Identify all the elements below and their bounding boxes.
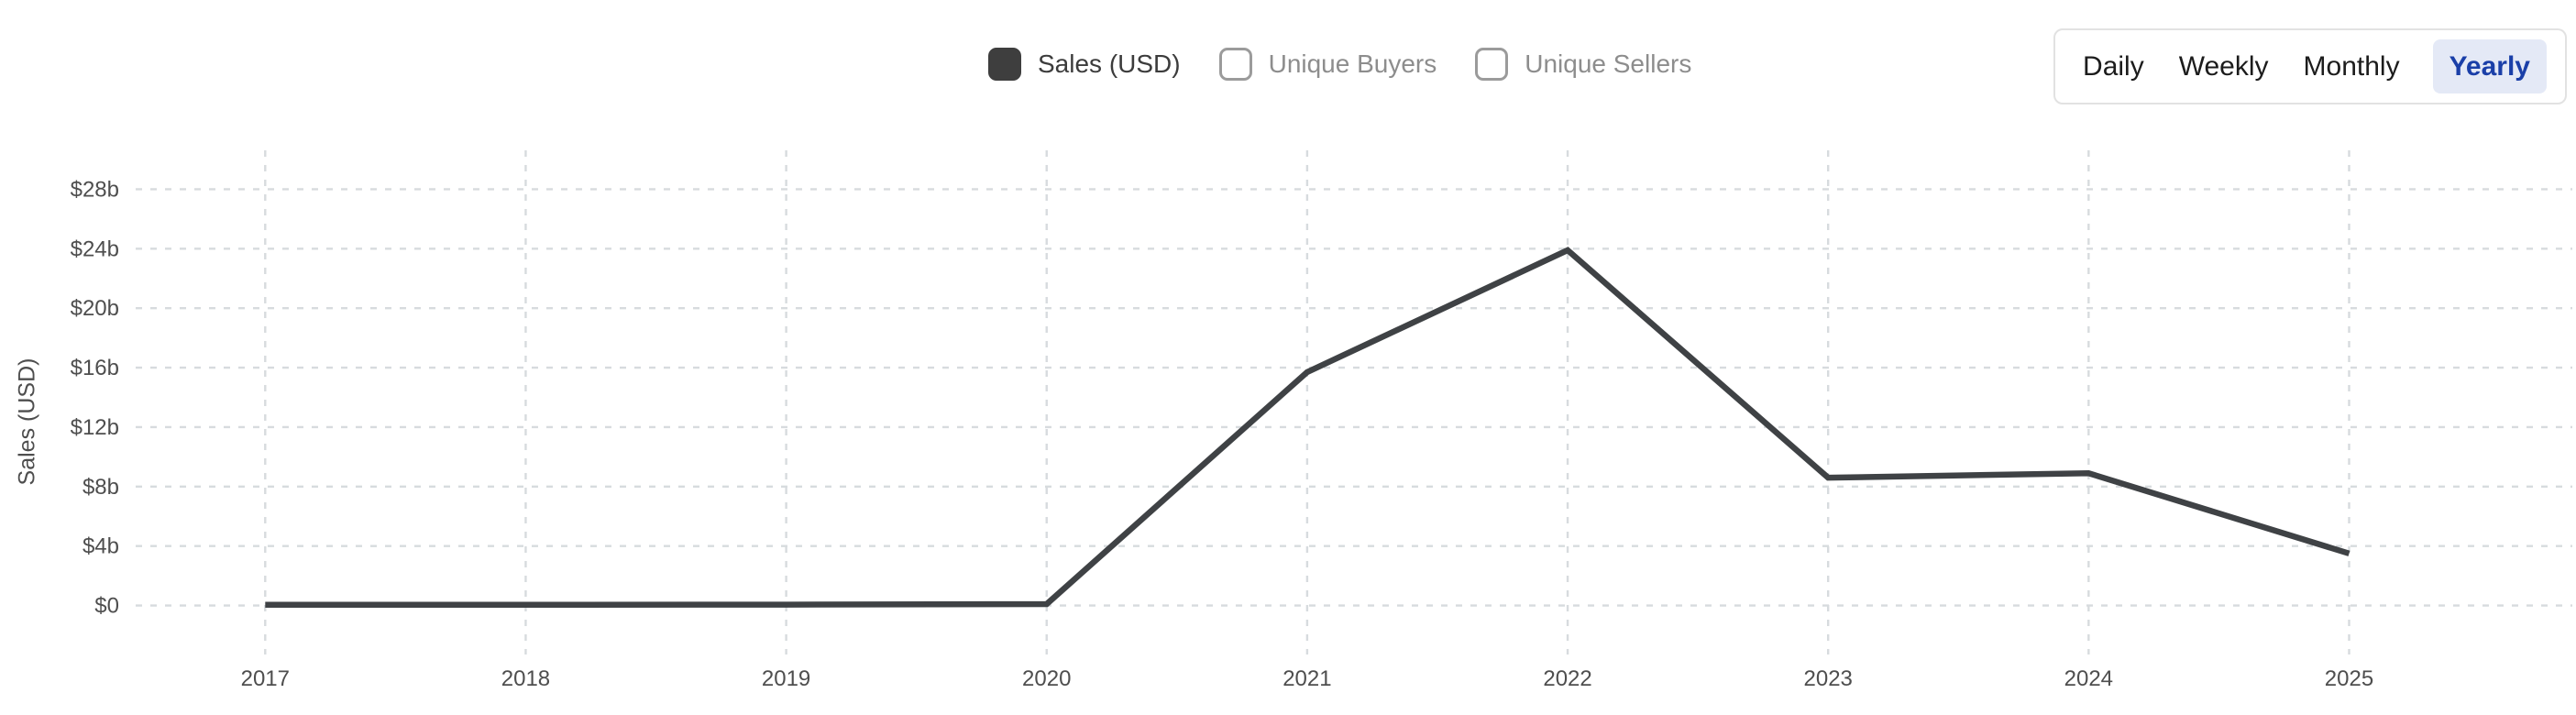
legend-item-sales-usd[interactable]: Sales (USD) bbox=[988, 48, 1181, 81]
tab-weekly[interactable]: Weekly bbox=[2178, 51, 2269, 82]
y-tick-label: $4b bbox=[83, 534, 119, 559]
y-tick-label: $24b bbox=[71, 236, 119, 261]
sales-series-line[interactable] bbox=[265, 247, 2350, 609]
tab-monthly[interactable]: Monthly bbox=[2303, 51, 2400, 82]
x-tick-label: 2025 bbox=[2325, 666, 2373, 691]
gridlines bbox=[136, 150, 2572, 654]
y-tick-label: $8b bbox=[83, 475, 119, 500]
tab-daily[interactable]: Daily bbox=[2083, 51, 2144, 82]
x-tick-label: 2019 bbox=[762, 666, 810, 691]
tab-yearly[interactable]: Yearly bbox=[2432, 39, 2547, 94]
checkbox-unchecked-icon[interactable] bbox=[1475, 48, 1509, 81]
legend-label: Unique Buyers bbox=[1268, 50, 1437, 78]
x-tick-label: 2023 bbox=[1804, 666, 1853, 691]
checkbox-unchecked-icon[interactable] bbox=[1218, 48, 1252, 81]
axis-tick-labels: $28b $24b $20b $16b $12b $8b $4b $0 2017 2018 2019… bbox=[71, 177, 2374, 691]
y-tick-label: $28b bbox=[71, 177, 119, 202]
legend-item-unique-buyers[interactable]: Unique Buyers bbox=[1218, 48, 1437, 81]
checkbox-checked-icon[interactable] bbox=[988, 48, 1021, 81]
x-tick-label: 2018 bbox=[501, 666, 550, 691]
y-tick-label: $0 bbox=[94, 594, 119, 619]
x-tick-label: 2020 bbox=[1022, 666, 1071, 691]
legend-item-unique-sellers[interactable]: Unique Sellers bbox=[1475, 48, 1691, 81]
x-tick-label: 2022 bbox=[1543, 666, 1591, 691]
x-tick-label: 2021 bbox=[1282, 666, 1331, 691]
x-tick-label: 2024 bbox=[2064, 666, 2113, 691]
x-tick-label: 2017 bbox=[241, 666, 290, 691]
period-tabbar: Daily Weekly Monthly Yearly bbox=[2053, 28, 2567, 104]
series-legend: Sales (USD) Unique Buyers Unique Sellers bbox=[988, 48, 1691, 81]
y-tick-label: $16b bbox=[71, 356, 119, 380]
y-tick-label: $20b bbox=[71, 296, 119, 321]
y-tick-label: $12b bbox=[71, 415, 119, 440]
legend-label: Sales (USD) bbox=[1038, 50, 1181, 78]
legend-label: Unique Sellers bbox=[1525, 50, 1692, 78]
